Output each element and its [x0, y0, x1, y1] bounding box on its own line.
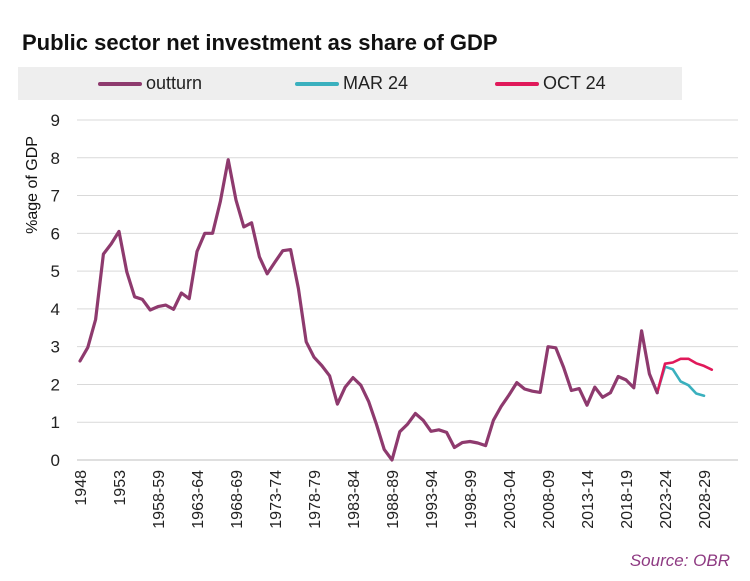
- source-note: Source: OBR: [629, 551, 730, 570]
- x-tick-label-2028-29: 2028-29: [697, 470, 714, 529]
- chart-title: Public sector net investment as share of…: [22, 30, 498, 55]
- y-tick-label-1: 1: [51, 413, 60, 432]
- x-tick-label-1973-74: 1973-74: [268, 470, 285, 529]
- x-tick-label-1953: 1953: [112, 470, 129, 506]
- series-line-outturn: [78, 158, 659, 462]
- chart-legend: outturn MAR 24 OCT 24: [18, 67, 682, 100]
- x-tick-label-1968-69: 1968-69: [229, 470, 246, 529]
- x-tick-label-2023-24: 2023-24: [658, 470, 675, 529]
- y-tick-label-2: 2: [51, 375, 60, 394]
- legend-item-mar24: MAR 24: [295, 67, 408, 100]
- y-tick-label-7: 7: [51, 187, 60, 206]
- y-tick-label-5: 5: [51, 262, 60, 281]
- x-tick-label-1998-99: 1998-99: [463, 470, 480, 529]
- legend-label-oct24: OCT 24: [543, 73, 606, 93]
- y-tick-label-3: 3: [51, 338, 60, 357]
- y-tick-label-4: 4: [51, 300, 60, 319]
- y-axis-label: %age of GDP: [24, 136, 41, 234]
- x-tick-label-2013-14: 2013-14: [580, 470, 597, 529]
- y-tick-label-0: 0: [51, 451, 60, 470]
- x-tick-label-1963-64: 1963-64: [190, 470, 207, 529]
- x-tick-label-1993-94: 1993-94: [424, 470, 441, 529]
- x-tick-label-1958-59: 1958-59: [151, 470, 168, 529]
- x-tick-label-1988-89: 1988-89: [385, 470, 402, 529]
- legend-item-outturn: outturn: [98, 67, 202, 100]
- legend-label-outturn: outturn: [146, 73, 203, 93]
- legend-label-mar24: MAR 24: [343, 73, 409, 93]
- legend-swatch-outturn: [98, 81, 142, 86]
- x-tick-label-1983-84: 1983-84: [346, 470, 363, 529]
- x-tick-label-1948: 1948: [73, 470, 90, 506]
- y-tick-label-9: 9: [51, 111, 60, 130]
- y-tick-label-8: 8: [51, 149, 60, 168]
- x-tick-label-2008-09: 2008-09: [541, 470, 558, 529]
- x-tick-label-1978-79: 1978-79: [307, 470, 324, 529]
- x-tick-label-2018-19: 2018-19: [619, 470, 636, 529]
- y-tick-label-6: 6: [51, 224, 60, 243]
- legend-item-oct24: OCT 24: [495, 67, 606, 100]
- legend-swatch-mar24: [295, 81, 339, 86]
- x-tick-label-2003-04: 2003-04: [502, 470, 519, 529]
- legend-swatch-oct24: [495, 81, 539, 86]
- series-line-oct-24: [655, 357, 714, 395]
